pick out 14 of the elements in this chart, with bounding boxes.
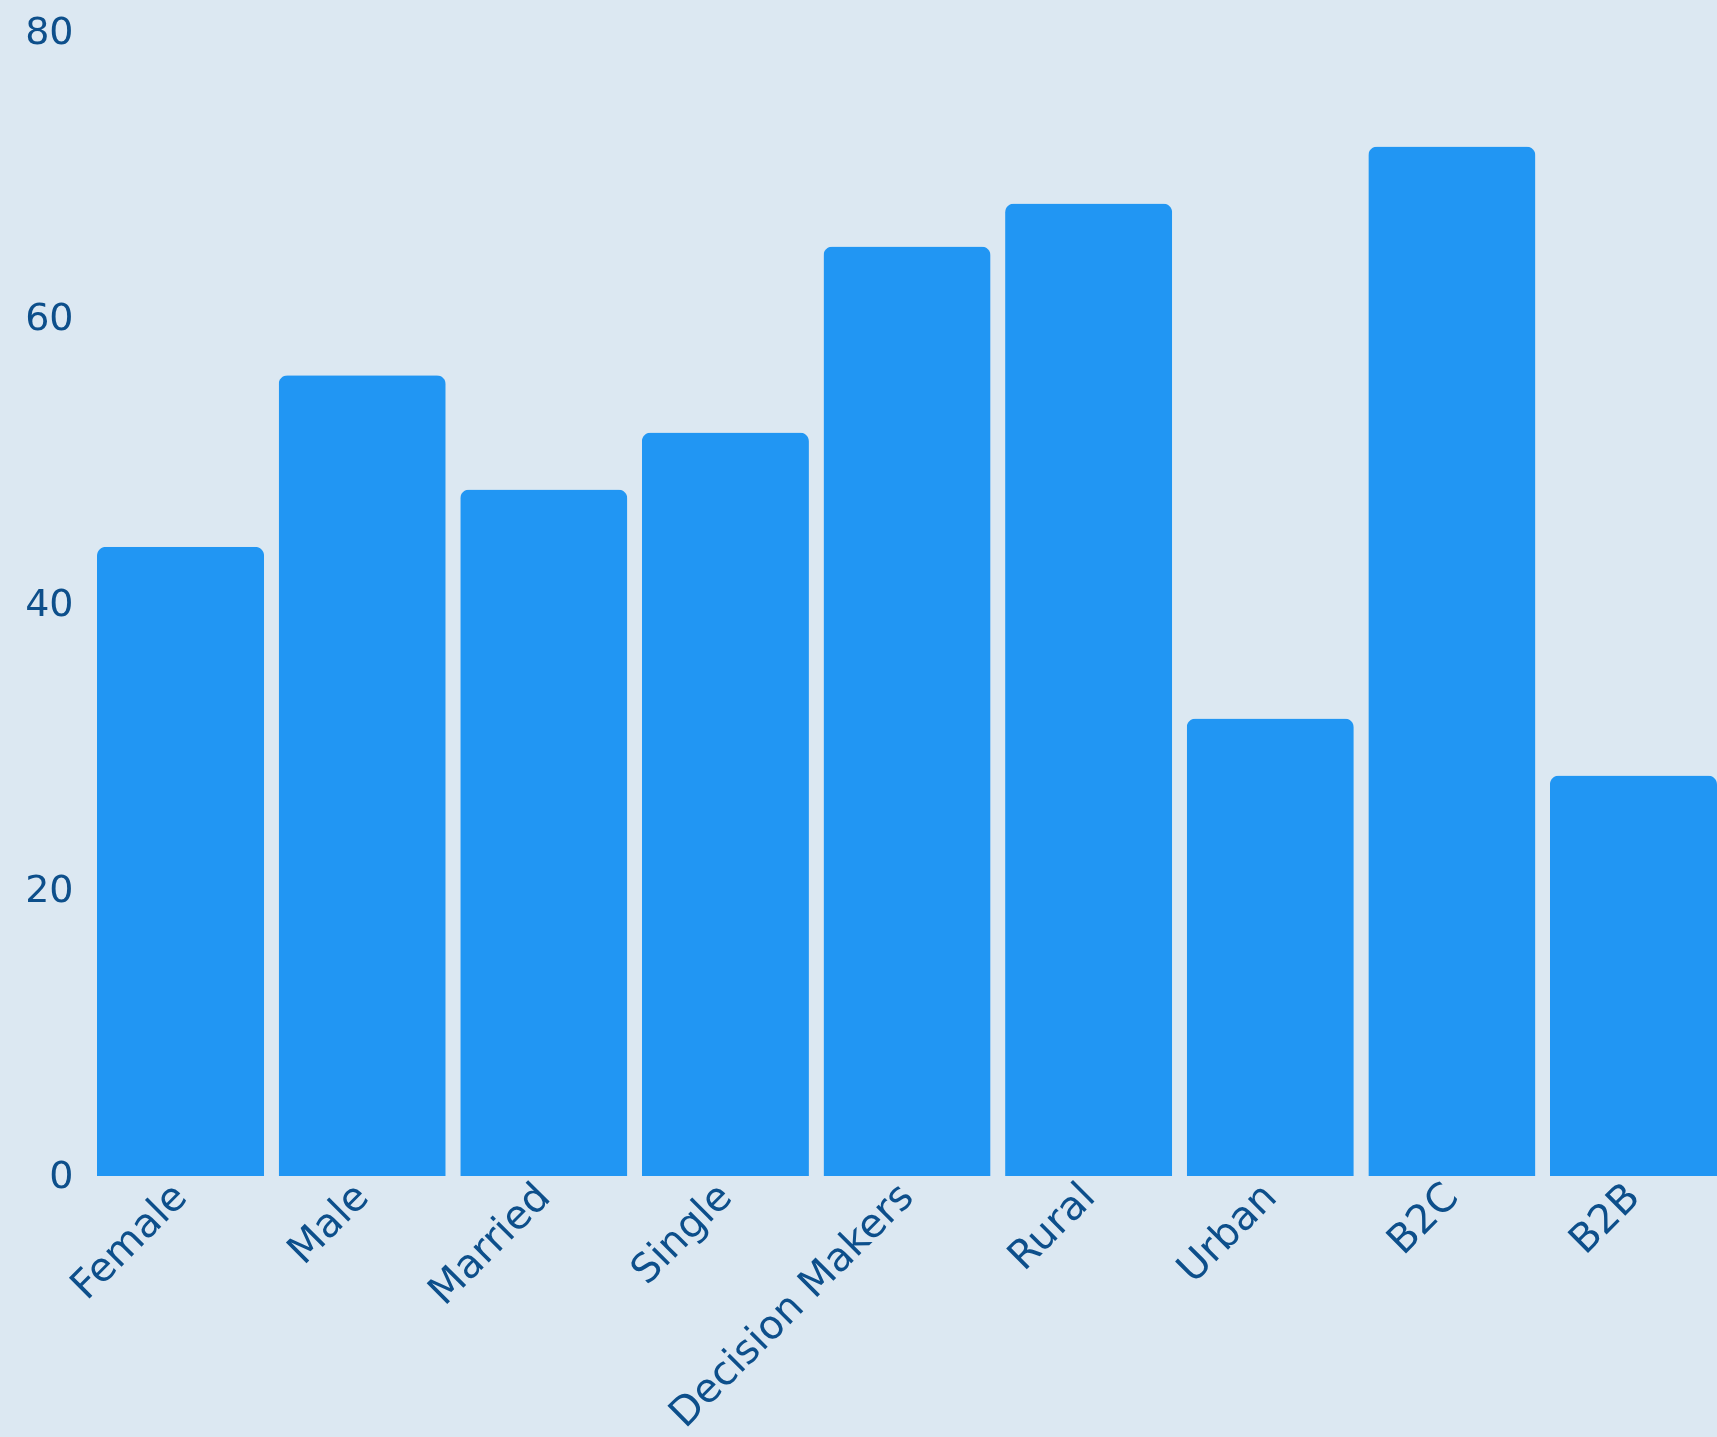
bar — [823, 246, 991, 1176]
bar — [97, 546, 265, 1176]
bar — [1186, 718, 1354, 1176]
bar — [278, 375, 446, 1176]
bar — [1368, 146, 1536, 1176]
bar — [460, 489, 628, 1176]
y-tick-label: 0 — [49, 1152, 74, 1197]
y-tick-label: 60 — [25, 294, 74, 339]
bar — [1005, 203, 1173, 1176]
bar — [641, 432, 809, 1176]
y-tick-label: 40 — [25, 580, 74, 625]
bar — [1549, 775, 1717, 1176]
y-tick-label: 20 — [25, 866, 74, 911]
y-tick-label: 80 — [25, 8, 74, 53]
